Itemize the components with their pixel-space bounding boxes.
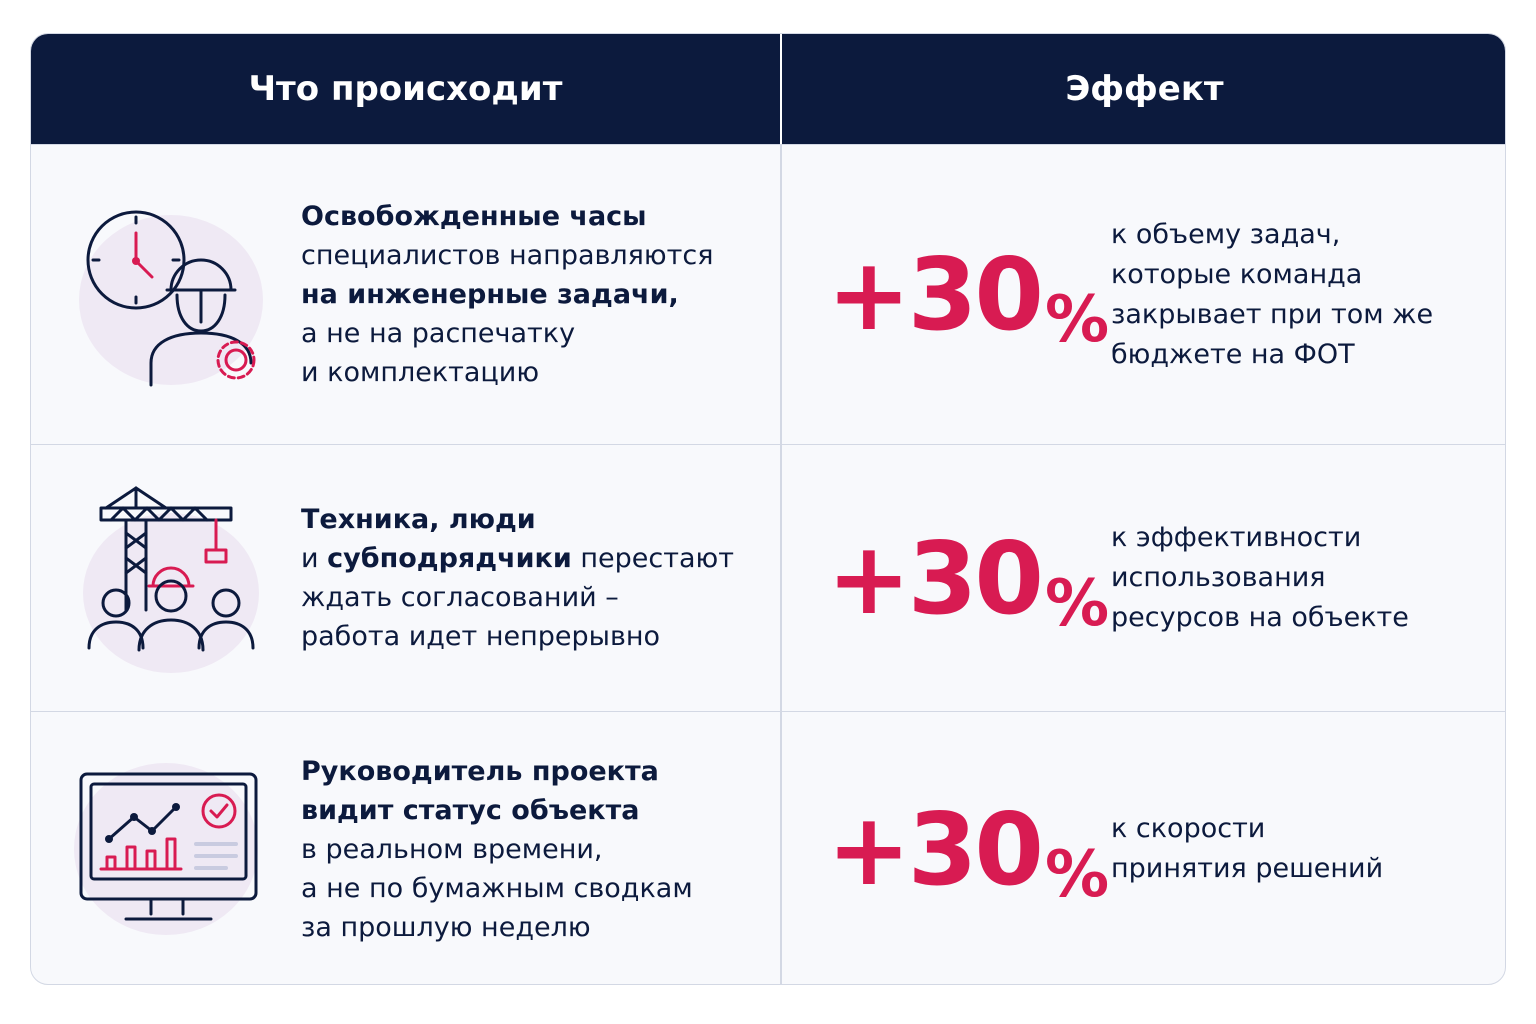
description: Освобожденные часы специалистов направляю…: [301, 145, 713, 444]
effect-text: к скорости принятия решений: [1111, 712, 1384, 984]
table: Что происходит Эффект Освобожденные часы…: [30, 33, 1506, 985]
effect-value: +30%: [827, 236, 1109, 357]
description-text: на инженерные задачи,: [301, 279, 679, 310]
effect-line: принятия решений: [1111, 853, 1384, 884]
description-text: Техника, люди: [301, 504, 536, 535]
description-line: Освобожденные часы: [301, 197, 713, 236]
effect-cell: +30%: [827, 445, 1109, 711]
icon-crane: [83, 486, 259, 673]
description-line: и комплектацию: [301, 353, 713, 392]
description-text: ждать согласований –: [301, 582, 619, 613]
description-text: и: [301, 543, 328, 574]
effect-text: к эффективности использования ресурсов на …: [1111, 445, 1409, 711]
description-text: а не по бумажным сводкам: [301, 872, 693, 904]
effect-line: бюджете на ФОТ: [1111, 338, 1355, 370]
header-cell: Эффект: [1065, 69, 1224, 109]
description-line: в реальном времени,: [301, 830, 693, 869]
effect-line: к скорости: [1111, 813, 1266, 844]
description-text: а не на распечатку: [301, 318, 576, 349]
header-cell: Что происходит: [31, 34, 782, 144]
description-text: видит статус объекта: [301, 794, 640, 826]
description-text: работа идет непрерывно: [301, 621, 661, 652]
description-line: работа идет непрерывно: [301, 617, 734, 656]
description: Техника, люди и субподрядчики перестают жд…: [301, 445, 734, 711]
table-row: Руководитель проекта видит статус объекта…: [31, 711, 1505, 984]
description-text: за прошлую неделю: [301, 911, 591, 943]
table-row: Техника, люди и субподрядчики перестают жд…: [31, 444, 1505, 711]
effect-line: к объему задач,: [1111, 218, 1341, 250]
description-text: перестают: [571, 543, 734, 574]
effect-line: использования: [1111, 562, 1326, 593]
effect-line: ресурсов на объекте: [1111, 602, 1409, 633]
description-line: видит статус объекта: [301, 791, 693, 830]
description-line: а не по бумажным сводкам: [301, 869, 693, 908]
effect-line: которые команда: [1111, 258, 1363, 290]
icon-engineer: [79, 210, 263, 386]
table-row: Освобожденные часы специалистов направляю…: [31, 144, 1505, 444]
description-text: Руководитель проекта: [301, 755, 659, 787]
effect-value: +30%: [827, 519, 1109, 641]
description-line: и субподрядчики перестают: [301, 539, 734, 578]
effect-value: +30%: [827, 790, 1109, 912]
description-line: за прошлую неделю: [301, 908, 693, 947]
effect-cell: +30%: [827, 145, 1109, 444]
effect-text: к объему задач, которые команда закрывает …: [1111, 145, 1433, 444]
effect-line: к эффективности: [1111, 522, 1362, 553]
description-line: специалистов направляются: [301, 236, 713, 275]
description-text: и комплектацию: [301, 357, 540, 388]
table-header: Что происходит Эффект: [31, 34, 1505, 144]
description-line: Руководитель проекта: [301, 752, 693, 791]
column-divider: [780, 712, 782, 984]
description: Руководитель проекта видит статус объекта…: [301, 712, 693, 984]
description-line: Техника, люди: [301, 500, 734, 539]
column-divider: [780, 145, 782, 444]
description-text: Освобожденные часы: [301, 201, 647, 232]
effect-cell: +30%: [827, 712, 1109, 984]
description-line: а не на распечатку: [301, 314, 713, 353]
description-text: субподрядчики: [327, 543, 572, 574]
description-line: на инженерные задачи,: [301, 275, 713, 314]
description-line: ждать согласований –: [301, 578, 734, 617]
icon-monitor: [74, 763, 258, 935]
effect-line: закрывает при том же: [1111, 298, 1434, 330]
column-divider: [780, 445, 782, 711]
description-text: в реальном времени,: [301, 833, 603, 865]
description-text: специалистов направляются: [301, 240, 714, 271]
